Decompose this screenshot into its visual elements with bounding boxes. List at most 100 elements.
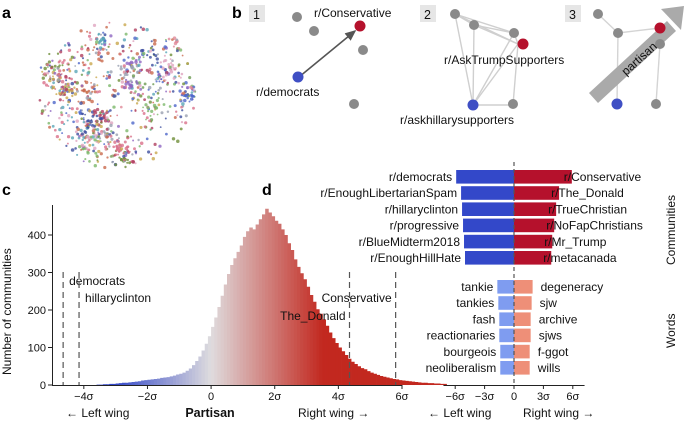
embedding-point [73,92,78,96]
embedding-point [117,64,120,67]
histogram-bar [274,220,279,385]
panel-label-c: c [2,182,11,199]
label-left: bourgeois [444,345,497,359]
embedding-point [180,120,184,124]
embedding-point [132,91,136,95]
embedding-point [83,141,86,144]
embedding-point [163,45,167,49]
embedding-point [126,161,129,164]
embedding-point [171,59,174,63]
embedding-point [169,58,172,61]
embedding-point [62,69,66,72]
embedding-point [95,122,99,126]
histogram-bar [433,383,438,385]
embedding-point [147,150,151,154]
embedding-point [92,149,95,153]
embedding-point [124,71,128,75]
embedding-point [119,105,123,109]
histogram-bar [354,364,358,385]
embedding-point [67,114,71,118]
embedding-point [180,94,183,97]
histogram-bar [195,361,199,385]
histogram-bar [351,361,355,385]
embedding-point [169,53,173,57]
embedding-point [52,75,54,78]
embedding-point [161,80,164,84]
histogram-bar [176,374,180,385]
embedding-point [52,81,55,85]
embedding-point [95,90,99,94]
embedding-point [58,69,62,73]
embedding-point [55,134,60,139]
embedding-point [143,82,147,86]
embedding-point [149,46,153,50]
embedding-point [117,78,121,82]
embedding-point [131,56,135,60]
embedding-point [115,148,118,152]
embedding-point [175,49,179,53]
label-left: tankie [461,280,493,294]
bar-left [500,361,514,375]
embedding-point [152,53,155,56]
embedding-point [51,77,55,81]
embedding-point [164,73,168,77]
embedding-point [44,83,49,87]
embedding-point [112,105,116,109]
embedding-point [105,48,108,51]
embedding-point [61,85,65,89]
bar-right [514,328,531,343]
embedding-point [176,139,180,144]
embedding-point [166,81,169,85]
embedding-point [106,156,109,159]
embedding-point [60,88,63,91]
partisan-rank-chart: r/democrats r/Conservative r/EnoughLiberta… [320,162,678,420]
embedding-point [126,158,130,162]
embedding-point [172,45,175,48]
embedding-point [175,110,178,113]
embedding-point [135,102,139,105]
embedding-point [86,30,89,33]
bar-left [499,312,514,326]
histogram-bar [312,301,317,385]
embedding-point [51,59,54,63]
embedding-point [134,150,138,154]
histogram-bar [185,370,190,385]
embedding-point [82,117,85,119]
embedding-point [142,56,145,59]
histogram-bar [424,382,428,385]
histogram-bar [242,236,247,386]
embedding-point [156,61,159,65]
embedding-point [87,148,91,152]
y-tick-label: 0 [40,380,46,392]
embedding-point [68,89,71,92]
x-tick-label: 0 [208,391,214,403]
embedding-point [177,71,180,75]
embedding-point [169,70,174,74]
embedding-point [97,33,100,36]
embedding-point [74,147,77,150]
embedding-point [66,142,69,145]
embedding-point [108,21,111,24]
histogram-bar [227,274,231,385]
embedding-point [184,81,188,85]
embedding-point [75,88,79,91]
histogram-bar [255,224,260,385]
label-right: sjws [539,329,562,343]
histogram-bar [125,382,129,385]
node-asktrump [517,38,529,50]
embedding-point [106,140,109,144]
embedding-point [119,67,123,71]
embedding-point [97,131,100,134]
embedding-point [150,153,153,156]
embedding-point [168,90,172,93]
node [613,28,623,38]
embedding-point [82,160,85,163]
embedding-point [129,135,133,138]
embedding-point [90,82,92,84]
histogram-bar [166,377,171,386]
embedding-point [58,89,62,93]
embedding-point [38,98,42,102]
embedding-point [133,68,137,71]
embedding-point [127,83,131,86]
embedding-point [109,123,113,128]
